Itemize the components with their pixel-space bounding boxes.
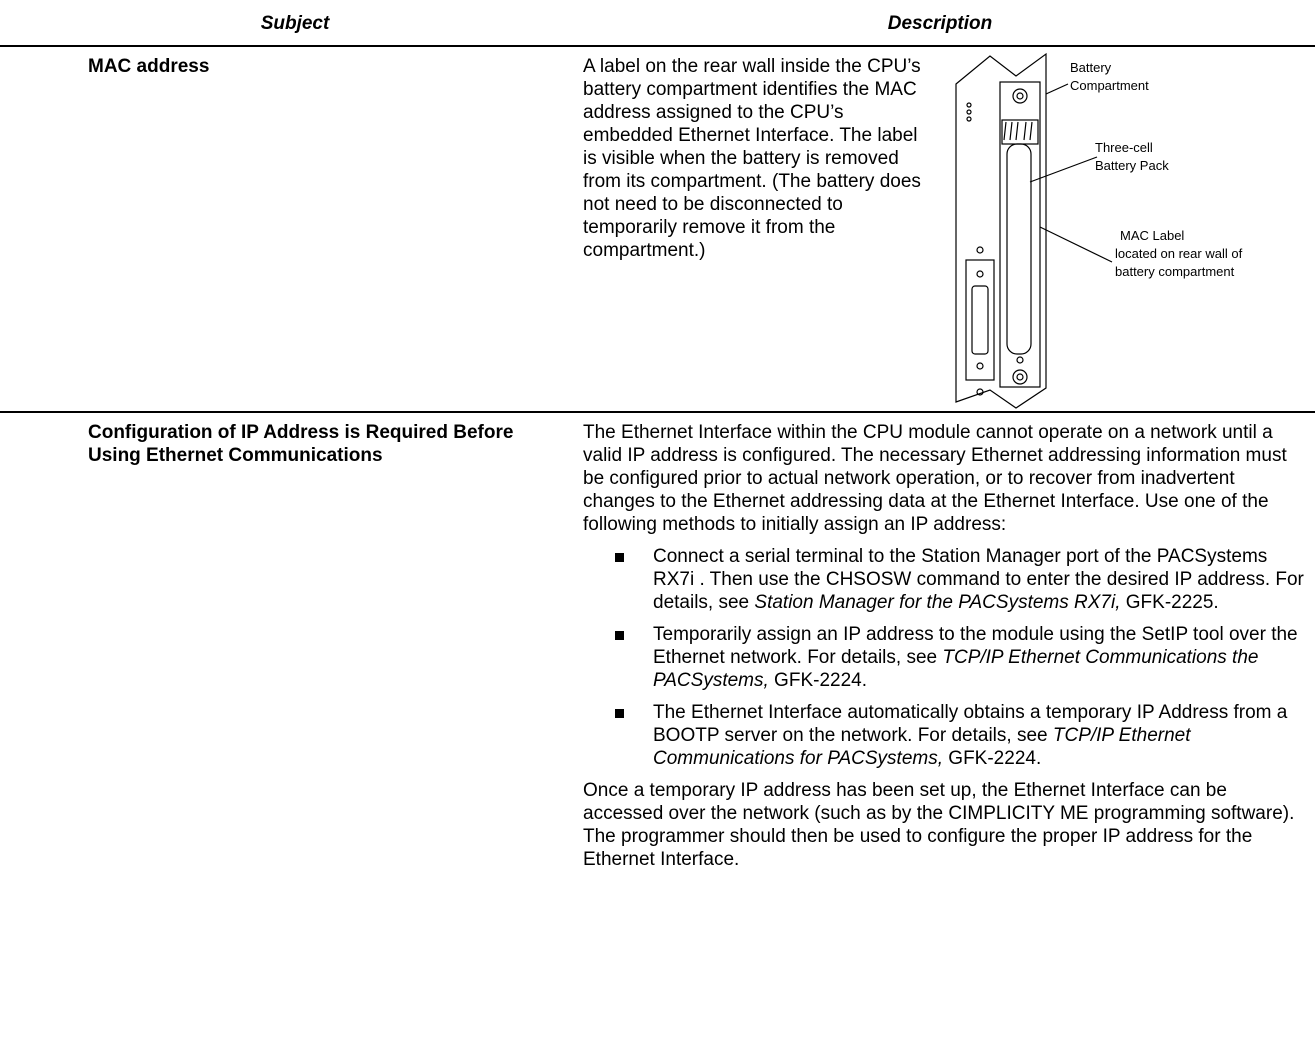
bullet-icon xyxy=(615,631,624,640)
description: A label on the rear wall inside the CPU’… xyxy=(583,56,921,261)
figure-label: Three-cell xyxy=(1095,140,1153,155)
text-run: TCP/IP Ethernet Communications for PACSy… xyxy=(653,725,1191,769)
figure-label: located on rear wall of xyxy=(1115,246,1243,261)
bullet-icon xyxy=(615,553,624,562)
text-run: Connect a serial terminal to the Station… xyxy=(653,546,1304,613)
text-run: The Ethernet Interface automatically obt… xyxy=(653,702,1288,746)
subject: MAC address xyxy=(88,56,210,77)
row-rule xyxy=(0,411,1315,413)
text-run: GFK-2224. xyxy=(943,748,1042,769)
figure-label: battery compartment xyxy=(1115,264,1235,279)
figure-label: Compartment xyxy=(1070,78,1149,93)
text-run: GFK-2224. xyxy=(768,670,867,691)
paragraph: The Ethernet Interface within the CPU mo… xyxy=(583,422,1287,535)
bullet-list: Connect a serial terminal to the Station… xyxy=(583,545,1311,770)
bullet-icon xyxy=(615,709,624,718)
paragraph: Once a temporary IP address has been set… xyxy=(583,780,1295,870)
header-subject: Subject xyxy=(260,13,330,34)
text-run: Station Manager for the PACSystems RX7i, xyxy=(754,592,1121,613)
figure-label: Battery xyxy=(1070,60,1112,75)
figure-label: Battery Pack xyxy=(1095,158,1169,173)
text-run: Temporarily assign an IP address to the … xyxy=(653,624,1298,668)
bullet-item: Connect a serial terminal to the Station… xyxy=(615,545,1311,614)
figure-label: MAC Label xyxy=(1120,228,1184,243)
text-run: GFK-2225. xyxy=(1120,592,1219,613)
bullet-item: Temporarily assign an IP address to the … xyxy=(615,623,1311,692)
text-run: TCP/IP Ethernet Communications the PACSy… xyxy=(653,647,1259,691)
header-rule xyxy=(0,45,1315,47)
description: The Ethernet Interface within the CPU mo… xyxy=(583,421,1311,871)
battery-figure: Battery Compartment Three-cell Battery Pack… xyxy=(955,52,1243,409)
header-description: Description xyxy=(887,13,993,34)
subject: Configuration of IP Address is Required … xyxy=(88,422,514,466)
bullet-item: The Ethernet Interface automatically obt… xyxy=(615,701,1311,770)
